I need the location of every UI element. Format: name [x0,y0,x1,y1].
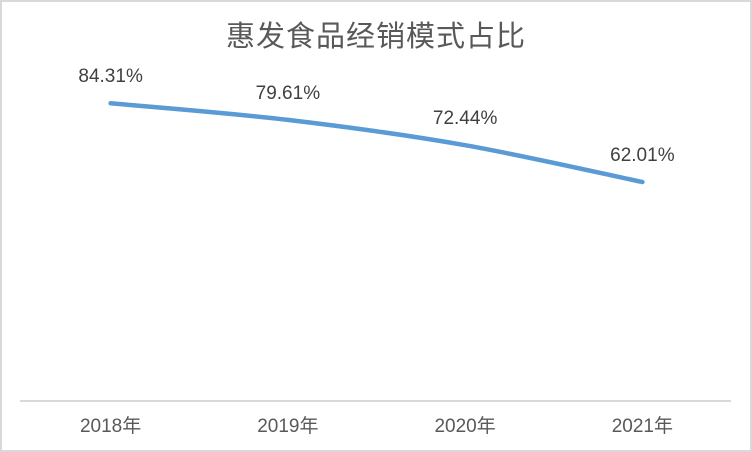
chart-title: 惠发食品经销模式占比 [225,21,526,53]
x-axis-label: 2018年 [79,416,142,437]
x-axis-line [20,400,731,402]
data-label: 72.44% [432,108,498,130]
data-label: 84.31% [78,66,143,88]
x-axis-label: 2019年 [257,416,319,437]
data-label: 79.61% [255,82,321,104]
series-line [108,101,645,185]
x-axis-label: 2020年 [434,416,496,437]
x-axis-label: 2021年 [611,416,674,437]
data-label: 62.01% [610,145,675,167]
